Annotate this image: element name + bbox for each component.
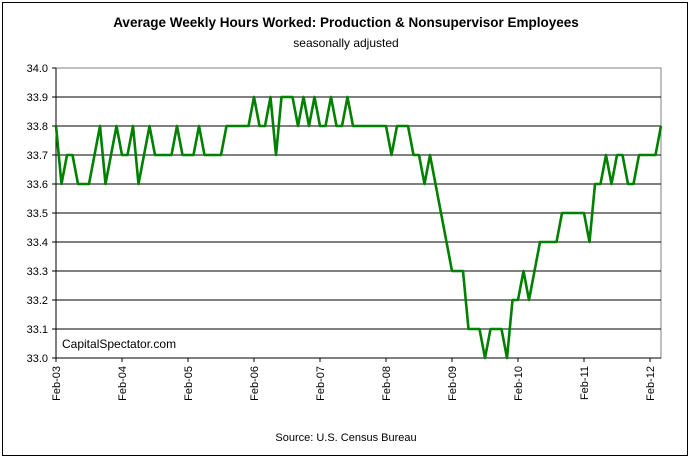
- y-tick-label: 33.6: [27, 179, 48, 191]
- chart-source: Source: U.S. Census Bureau: [275, 432, 417, 444]
- x-tick-label: Feb-07: [315, 366, 327, 401]
- y-tick-label: 33.7: [27, 150, 48, 162]
- y-tick-label: 33.2: [27, 295, 48, 307]
- y-tick-label: 33.0: [27, 353, 48, 365]
- watermark-text: CapitalSpectator.com: [62, 337, 176, 351]
- series-line: [54, 95, 663, 360]
- y-tick-label: 33.9: [27, 92, 48, 104]
- x-tick-label: Feb-03: [51, 366, 63, 401]
- y-tick-label: 33.1: [27, 324, 48, 336]
- y-tick-label: 33.5: [27, 208, 48, 220]
- y-tick-label: 33.4: [27, 237, 48, 249]
- chart-subtitle: seasonally adjusted: [293, 36, 399, 50]
- y-tick-label: 33.8: [27, 121, 48, 133]
- x-tick-label: Feb-04: [117, 366, 129, 401]
- chart-title: Average Weekly Hours Worked: Production …: [113, 15, 579, 30]
- x-tick-label: Feb-10: [513, 366, 525, 401]
- x-tick-label: Feb-05: [183, 366, 195, 401]
- x-tick-label: Feb-12: [645, 366, 657, 401]
- y-tick-label: 33.3: [27, 266, 48, 278]
- x-tick-label: Feb-08: [381, 366, 393, 401]
- x-tick-label: Feb-06: [249, 366, 261, 401]
- y-tick-label: 34.0: [27, 63, 48, 75]
- x-tick-label: Feb-11: [579, 366, 591, 400]
- x-tick-label: Feb-09: [447, 366, 459, 401]
